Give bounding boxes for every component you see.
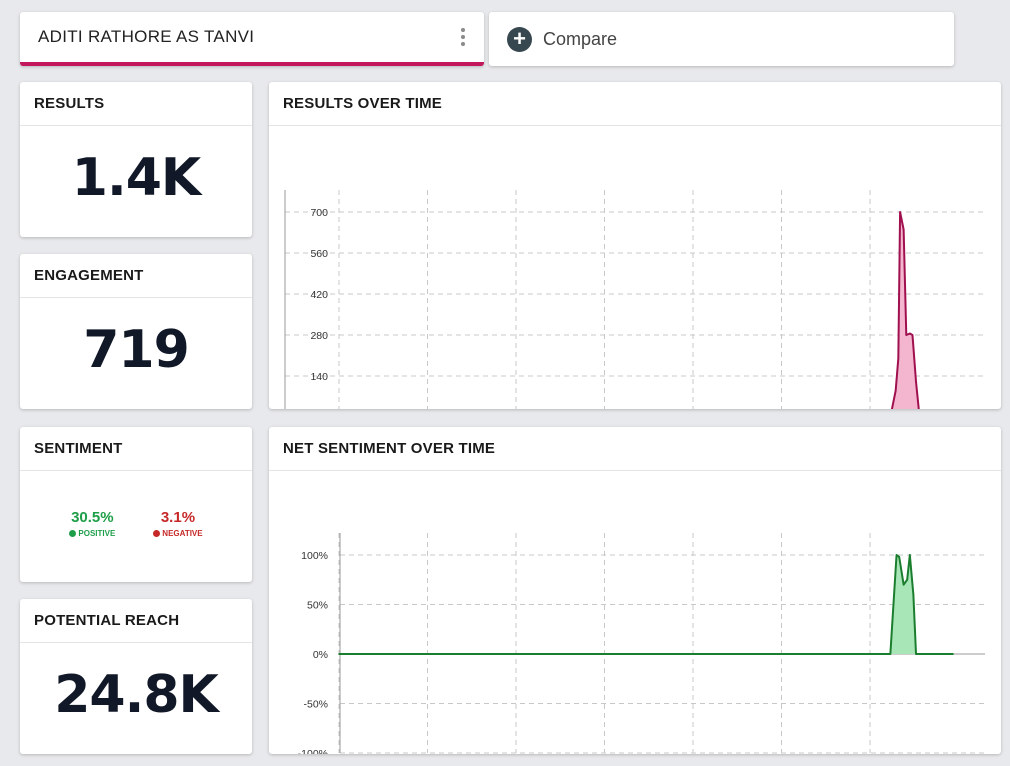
data-point bbox=[895, 554, 898, 556]
smiley-icon bbox=[69, 530, 77, 537]
data-point bbox=[915, 653, 917, 655]
engagement-card: ENGAGEMENT 719 bbox=[20, 254, 252, 409]
search-query-card[interactable]: ADITI RATHORE AS TANVI bbox=[20, 12, 484, 66]
data-point bbox=[898, 556, 901, 558]
negative-value: 3.1% bbox=[160, 509, 196, 526]
y-tick-label: 100% bbox=[301, 550, 328, 562]
data-point bbox=[915, 381, 917, 383]
reach-card: POTENTIAL REACH 24.8K bbox=[20, 599, 252, 754]
data-point bbox=[338, 653, 340, 655]
series-line bbox=[339, 211, 954, 418]
data-point bbox=[899, 211, 901, 213]
results-title: RESULTS bbox=[20, 82, 252, 126]
data-point bbox=[897, 357, 900, 360]
reach-value: 24.8K bbox=[54, 665, 219, 725]
y-tick-label: 280 bbox=[310, 330, 328, 342]
plus-circle-icon: + bbox=[507, 26, 532, 52]
compare-label: Compare bbox=[543, 28, 618, 49]
engagement-value: 719 bbox=[83, 320, 190, 380]
engagement-title: ENGAGEMENT bbox=[20, 254, 252, 298]
positive-sentiment: 30.5% POSITIVE bbox=[69, 509, 115, 538]
search-query-label[interactable]: ADITI RATHORE AS TANVI bbox=[38, 27, 255, 46]
sentiment-card: SENTIMENT 30.5% POSITIVE 3.1% NEGATIVE bbox=[20, 427, 252, 582]
negative-sentiment: 3.1% NEGATIVE bbox=[153, 509, 203, 538]
sentiment-title: SENTIMENT bbox=[20, 427, 252, 471]
y-tick-label: 140 bbox=[310, 371, 328, 383]
results-chart[interactable]: 1402804205607004 Dec5 Dec6 Dec7 Dec8 Dec… bbox=[269, 126, 1001, 433]
y-tick-label: -50% bbox=[303, 699, 328, 711]
reach-title: POTENTIAL REACH bbox=[20, 599, 252, 643]
data-point bbox=[909, 332, 911, 335]
compare-button[interactable]: + Compare bbox=[489, 12, 954, 66]
results-chart-card: RESULTS OVER TIME 1402804205607004 Dec5 … bbox=[269, 82, 1001, 433]
data-point bbox=[912, 593, 915, 596]
frown-icon bbox=[153, 530, 161, 537]
data-point bbox=[952, 653, 954, 655]
results-card: RESULTS 1.4K bbox=[20, 82, 252, 237]
data-point bbox=[894, 389, 897, 392]
data-point bbox=[889, 653, 892, 655]
sentiment-chart-title: NET SENTIMENT OVER TIME bbox=[269, 427, 1001, 471]
negative-label: NEGATIVE bbox=[162, 529, 203, 538]
results-value: 1.4K bbox=[71, 148, 201, 208]
series-area bbox=[339, 212, 954, 417]
y-tick-label: -100% bbox=[298, 748, 328, 754]
y-tick-label: 700 bbox=[310, 207, 328, 219]
data-point bbox=[918, 653, 921, 655]
sentiment-chart[interactable]: -100%-50%0%50%100%4 Dec5 Dec6 Dec7 Dec8 … bbox=[269, 471, 1001, 766]
y-tick-label: 560 bbox=[310, 248, 328, 260]
y-tick-label: 50% bbox=[307, 600, 328, 612]
data-point bbox=[906, 578, 908, 581]
data-point bbox=[909, 554, 911, 556]
sentiment-chart-card: NET SENTIMENT OVER TIME -100% -50% 0% 50% 10… bbox=[269, 427, 1001, 766]
data-point bbox=[905, 334, 908, 336]
y-tick-label: 0% bbox=[313, 649, 328, 661]
data-point bbox=[902, 583, 905, 586]
y-tick-label: 420 bbox=[310, 289, 328, 301]
positive-value: 30.5% bbox=[71, 509, 114, 526]
results-chart-title: RESULTS OVER TIME bbox=[269, 82, 1001, 126]
kebab-menu-icon[interactable] bbox=[448, 22, 478, 52]
positive-label: POSITIVE bbox=[78, 529, 116, 538]
data-point bbox=[911, 334, 914, 336]
data-point bbox=[902, 228, 905, 231]
